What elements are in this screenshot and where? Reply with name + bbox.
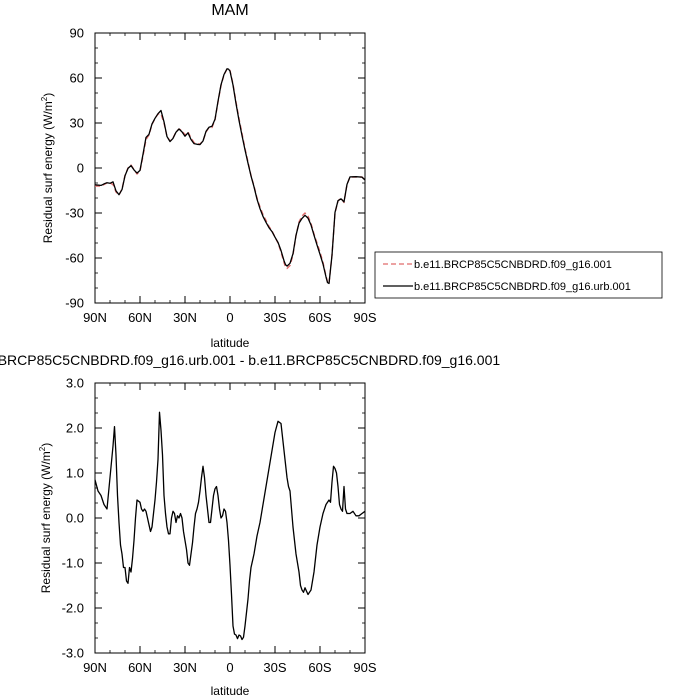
bottom-series-line-1: [94, 411, 366, 641]
top-x-tick-label: 60S: [308, 310, 331, 325]
bottom-ylabel: Residual surf energy (W/m2): [38, 443, 53, 594]
top-ylabel-superscript: 2: [40, 96, 49, 101]
bottom-y-tick-label: -3.0: [62, 646, 84, 661]
top-x-tick-label: 90S: [353, 310, 376, 325]
bottom-y-tick-label: -1.0: [62, 556, 84, 571]
bottom-plot-area: 90N 60N 30N 0 30S 60S 90S 3.0 2.0 1.0 0.0 -1.0 -2.0 -…: [62, 376, 377, 676]
top-x-tick-label: 0: [226, 310, 233, 325]
bottom-x-tick-label: 0: [226, 660, 233, 675]
bottom-panel-title: b.e11.BRCP85C5CNBDRD.f09_g16.urb.001 - b…: [0, 352, 500, 368]
top-panel-title: MAM: [211, 2, 248, 19]
top-ylabel-close: ): [41, 93, 55, 97]
bottom-x-tick-label: 90S: [353, 660, 376, 675]
top-plot-area: 90N 60N 30N 0 30S 60S 90S 90 60 30 0 -30 -60 -90: [65, 26, 377, 326]
bottom-ylabel-close: ): [39, 443, 53, 447]
top-x-tick-label: 30N: [173, 310, 197, 325]
bottom-x-tick-label: 30N: [173, 660, 197, 675]
legend-box: [374, 251, 663, 299]
top-y-tick-label: 90: [70, 26, 84, 41]
bottom-ylabel-superscript: 2: [38, 446, 47, 451]
top-panel: MAM 90N 60N 30N 0 30S 60S 90S9060300-30-60-90 …: [40, 2, 663, 350]
top-y-tick-label: 30: [70, 116, 84, 131]
bottom-x-tick-label: 60S: [308, 660, 331, 675]
legend-entry-1: b.e11.BRCP85C5CNBDRD.f09_g16.001: [414, 259, 612, 271]
top-series-line-1: [95, 68, 366, 285]
legend: b.e11.BRCP85C5CNBDRD.f09_g16.001 b.e11.B…: [374, 251, 663, 299]
top-y-tick-label: -60: [65, 251, 84, 266]
top-ylabel-text: Residual surf energy (W/m: [41, 101, 55, 243]
top-y-tick-label: 0: [77, 161, 84, 176]
top-xlabel: latitude: [211, 336, 250, 350]
bottom-y-tick-label: 0.0: [66, 511, 84, 526]
top-ylabel: Residual surf energy (W/m2): [40, 93, 55, 244]
bottom-panel: b.e11.BRCP85C5CNBDRD.f09_g16.urb.001 - b…: [0, 352, 500, 698]
top-y-tick-label: 60: [70, 71, 84, 86]
top-series-line-2: [94, 68, 366, 285]
top-x-tick-label: 30S: [263, 310, 286, 325]
bottom-y-tick-label: 2.0: [66, 421, 84, 436]
bottom-xlabel: latitude: [211, 684, 250, 698]
bottom-y-tick-label: 3.0: [66, 376, 84, 391]
bottom-x-tick-label: 30S: [263, 660, 286, 675]
bottom-ylabel-text: Residual surf energy (W/m: [39, 451, 53, 593]
top-x-tick-label: 90N: [83, 310, 107, 325]
bottom-x-tick-label: 90N: [83, 660, 107, 675]
legend-entry-2: b.e11.BRCP85C5CNBDRD.f09_g16.urb.001: [414, 281, 631, 293]
bottom-y-tick-label: -2.0: [62, 601, 84, 616]
top-y-tick-label: -90: [65, 296, 84, 311]
top-x-tick-label: 60N: [128, 310, 152, 325]
bottom-x-tick-label: 60N: [128, 660, 152, 675]
top-y-tick-label: -30: [65, 206, 84, 221]
bottom-y-tick-label: 1.0: [66, 466, 84, 481]
